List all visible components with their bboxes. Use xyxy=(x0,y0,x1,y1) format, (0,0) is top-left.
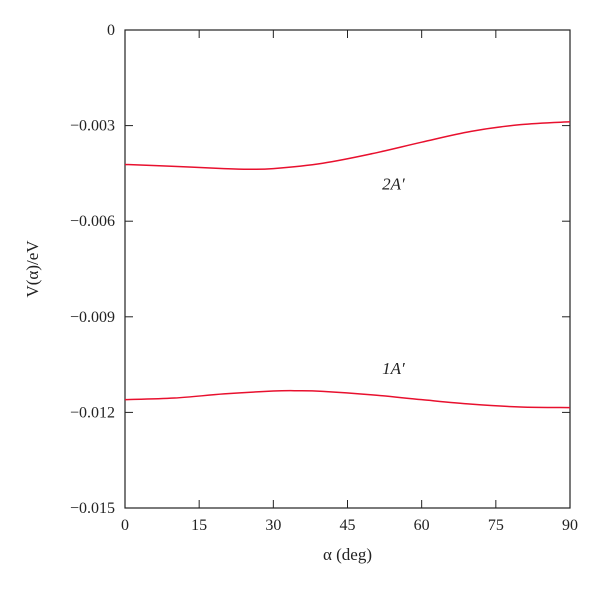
curve-label: 2A′ xyxy=(382,174,405,193)
x-axis-ticks: 0 15 30 45 60 75 90 xyxy=(121,30,578,534)
curve-label: 1A′ xyxy=(382,359,405,378)
series-line-1 xyxy=(124,121,571,171)
y-tick-label: 0 xyxy=(107,22,115,39)
y-tick-label: −0.015 xyxy=(70,500,115,517)
series-line-2 xyxy=(124,389,571,409)
series-layer xyxy=(124,121,571,409)
x-tick-label: 45 xyxy=(340,517,356,534)
x-tick-label: 30 xyxy=(265,517,281,534)
x-tick-label: 60 xyxy=(414,517,430,534)
x-tick-label: 90 xyxy=(562,517,578,534)
annotation-layer: 2A′ 1A′ xyxy=(382,174,405,378)
y-tick-label: −0.012 xyxy=(70,404,115,421)
y-tick-label: −0.006 xyxy=(70,213,115,230)
x-tick-label: 15 xyxy=(191,517,207,534)
y-tick-label: −0.009 xyxy=(70,309,115,326)
x-tick-label: 0 xyxy=(121,517,129,534)
plot-frame xyxy=(124,29,571,509)
x-tick-label: 75 xyxy=(488,517,504,534)
y-tick-label: −0.003 xyxy=(70,118,115,135)
y-axis-ticks: 0 −0.003 −0.006 −0.009 −0.012 −0.015 xyxy=(70,22,570,517)
x-axis-label: α (deg) xyxy=(323,545,372,564)
y-axis-label: V(α)/eV xyxy=(23,240,42,298)
